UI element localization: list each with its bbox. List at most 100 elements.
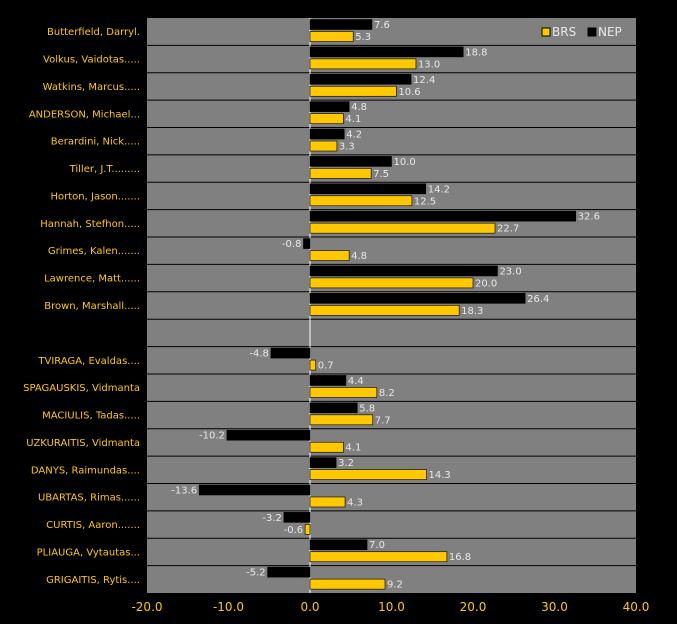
x-tick-label: -10.0 xyxy=(213,600,244,614)
category-label: SPAGAUSKIS, Vidmanta xyxy=(23,383,140,394)
nep-value-label: 4.4 xyxy=(348,376,364,387)
brs-value-label: 18.3 xyxy=(461,306,483,317)
nep-bar xyxy=(309,46,464,58)
category-label: Lawrence, Matt...... xyxy=(44,274,140,285)
nep-bar xyxy=(309,19,373,30)
nep-bar xyxy=(283,512,311,523)
category-label: MACIULIS, Tadas..... xyxy=(42,411,140,422)
category-label: DANYS, Raimundas.... xyxy=(31,465,140,476)
category-label: Watkins, Marcus..... xyxy=(43,82,140,93)
brs-bar xyxy=(309,113,344,124)
brs-bar xyxy=(309,58,417,70)
category-label: Tiller, J.T......... xyxy=(69,164,140,175)
nep-value-label: 4.8 xyxy=(351,102,367,113)
x-tick-label: 20.0 xyxy=(460,600,487,614)
legend-swatch-brs xyxy=(541,27,551,37)
nep-bar xyxy=(309,128,345,140)
brs-value-label: 13.0 xyxy=(418,59,440,70)
nep-bar xyxy=(309,375,347,386)
category-label: Volkus, Vaidotas..... xyxy=(43,55,140,66)
category-label: Brown, Marshall..... xyxy=(44,301,140,312)
brs-bar xyxy=(309,277,474,289)
brs-value-label: 4.8 xyxy=(351,251,367,262)
legend-label-nep: NEP xyxy=(598,25,622,39)
category-label: PLIAUGA, Vytautas... xyxy=(37,547,140,558)
brs-value-label: 5.3 xyxy=(355,32,371,43)
brs-bar xyxy=(309,387,378,398)
brs-bar xyxy=(309,305,460,316)
brs-bar xyxy=(309,222,496,234)
bars xyxy=(198,19,576,590)
nep-bar xyxy=(226,429,311,441)
brs-bar xyxy=(309,496,346,508)
legend: BRS NEP xyxy=(541,25,622,39)
nep-bar xyxy=(309,101,350,112)
brs-value-label: 20.0 xyxy=(475,278,497,289)
brs-value-label: 14.3 xyxy=(429,470,451,481)
brs-value-label: 7.5 xyxy=(373,169,389,180)
nep-value-label: 5.8 xyxy=(359,403,375,414)
nep-value-label: 18.8 xyxy=(465,47,487,58)
brs-value-label: 10.6 xyxy=(398,87,420,98)
brs-bar xyxy=(309,414,374,426)
brs-bar xyxy=(309,140,338,152)
nep-value-label: 32.6 xyxy=(578,212,600,223)
nep-value-label: -0.8 xyxy=(282,239,302,250)
brs-value-label: 22.7 xyxy=(497,224,519,235)
nep-bar xyxy=(309,402,358,414)
category-label: CURTIS, Aaron....... xyxy=(46,520,140,531)
nep-bar xyxy=(267,566,311,578)
value-labels: 7.65.318.813.012.410.64.84.14.23.310.07.… xyxy=(171,20,600,591)
category-label: UBARTAS, Rimas...... xyxy=(38,493,140,504)
x-tick-label: 30.0 xyxy=(541,600,568,614)
brs-bar xyxy=(309,551,448,563)
nep-value-label: 4.2 xyxy=(346,130,362,141)
x-tick-label: 10.0 xyxy=(378,600,405,614)
nep-value-label: 7.0 xyxy=(369,540,385,551)
nep-bar xyxy=(309,457,337,468)
nep-value-label: -5.2 xyxy=(246,568,266,579)
x-axis-tick-labels: -20.0 -10.0 0.0 10.0 20.0 30.0 40.0 xyxy=(131,600,649,614)
nep-value-label: 7.6 xyxy=(374,20,390,31)
x-tick-label: -20.0 xyxy=(131,600,162,614)
brs-value-label: 9.2 xyxy=(387,580,403,591)
category-label: Berardini, Nick..... xyxy=(51,137,140,148)
nep-value-label: -3.2 xyxy=(262,513,282,524)
category-label: ANDERSON, Michael... xyxy=(29,109,140,120)
x-tick-label: 0.0 xyxy=(300,600,319,614)
nep-bar xyxy=(309,265,498,277)
nep-bar xyxy=(309,293,526,304)
nep-value-label: 14.2 xyxy=(428,184,450,195)
nep-value-label: 26.4 xyxy=(527,294,549,305)
brs-bar xyxy=(309,31,354,42)
brs-value-label: 16.8 xyxy=(449,552,471,563)
brs-value-label: 4.3 xyxy=(347,497,363,508)
nep-bar xyxy=(303,238,311,249)
brs-bar xyxy=(309,469,427,480)
brs-bar xyxy=(309,578,386,590)
nep-bar xyxy=(309,210,576,222)
nep-bar xyxy=(309,539,368,551)
legend-label-brs: BRS xyxy=(552,25,576,39)
nep-bar xyxy=(309,183,427,195)
category-label: Butterfield, Darryl. xyxy=(47,27,140,38)
nep-bar xyxy=(270,347,311,359)
brs-bar xyxy=(309,359,317,371)
brs-value-label: 12.5 xyxy=(414,196,436,207)
nep-value-label: 3.2 xyxy=(338,458,354,469)
nep-value-label: 10.0 xyxy=(394,157,416,168)
category-labels: Butterfield, Darryl. Volkus, Vaidotas....… xyxy=(23,27,140,586)
nep-bar xyxy=(309,156,392,167)
brs-value-label: 0.7 xyxy=(318,361,334,372)
category-label: Grimes, Kalen....... xyxy=(48,246,140,257)
category-label: GRIGAITIS, Rytis.... xyxy=(46,575,140,586)
brs-bar xyxy=(309,441,344,453)
category-label: Horton, Jason....... xyxy=(51,191,140,202)
brs-value-label: 7.7 xyxy=(375,415,391,426)
category-label: Hannah, Stefhon..... xyxy=(40,219,140,230)
nep-value-label: 23.0 xyxy=(499,266,521,277)
brs-bar xyxy=(309,168,372,179)
brs-bar xyxy=(309,195,413,207)
brs-value-label: 8.2 xyxy=(379,388,395,399)
